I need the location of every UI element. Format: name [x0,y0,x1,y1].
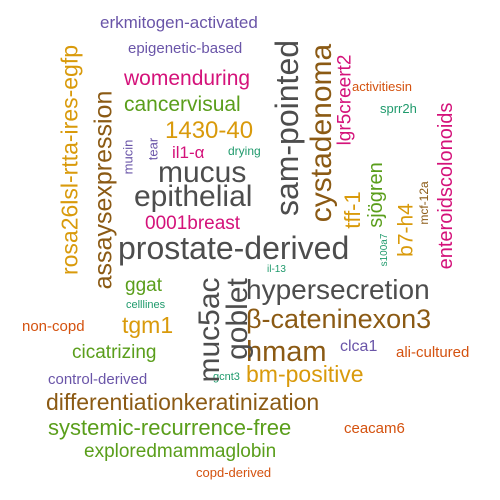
word-drying: drying [228,144,261,158]
word-exploredmammaglobin: exploredmammaglobin [84,441,277,462]
word-tear: tear [145,137,161,161]
word-clca1: clca1 [340,338,378,355]
word-cicatrizing: cicatrizing [72,342,157,363]
word-gcnt3: gcnt3 [213,371,240,383]
word-enteroidscolonoids: enteroidscolonoids [435,102,457,270]
word-ceacam6: ceacam6 [344,420,405,437]
word-sam-pointed: sam-pointed [269,39,305,217]
word-assaysexpression: assaysexpression [89,90,118,290]
word-mucin: mucin [120,139,136,175]
word-mucus: mucus [158,156,247,189]
word-beta-cateninexon3: β-cateninexon3 [246,304,432,334]
word-systemic-recurrence-free: systemic-recurrence-free [48,415,292,440]
word-erkmitogen-activated: erkmitogen-activated [100,13,258,32]
word-1430-40: 1430-40 [165,117,254,144]
word-mcf-12a: mcf-12a [417,181,431,225]
word-lgr5creert2: lgr5creert2 [334,54,356,146]
word-differentiationkeratinization: differentiationkeratinization [46,389,320,415]
word-hypersecretion: hypersecretion [246,274,430,305]
word-epithelial: epithelial [134,180,253,213]
word-0001breast: 0001breast [145,213,241,234]
word-tff-1: tff-1 [340,191,365,229]
word-s100a7: s100a7 [379,233,390,267]
word-activitiesin: activitiesin [352,79,412,94]
word-rosa26lsl-rtta-ires-egfp: rosa26lsl-rtta-ires-egfp [56,44,83,276]
word-il1-alpha: il1-α [172,143,205,162]
word-b7-h4: b7-h4 [394,203,418,257]
word-non-copd: non-copd [22,318,85,335]
word-sprr2h: sprr2h [380,101,417,116]
word-ggat: ggat [125,275,162,296]
word-womenduring: womenduring [124,67,251,90]
word-copd-derived: copd-derived [196,465,272,480]
word-goblet: goblet [221,278,254,360]
word-epigenetic-based: epigenetic-based [128,40,243,57]
word-cancervisual: cancervisual [124,93,241,116]
word-il-13: il-13 [267,264,286,275]
word-celllines: celllines [126,299,166,311]
word-sjogren: sjögren [365,162,387,228]
word-tgm1: tgm1 [122,312,174,338]
word-bm-positive: bm-positive [246,361,364,387]
word-control-derived: control-derived [48,371,148,388]
word-hmam: hmam [246,336,327,368]
word-prostate-derived: prostate-derived [118,230,350,266]
word-cystadenoma: cystadenoma [305,43,338,223]
word-ali-cultured: ali-cultured [396,344,470,361]
